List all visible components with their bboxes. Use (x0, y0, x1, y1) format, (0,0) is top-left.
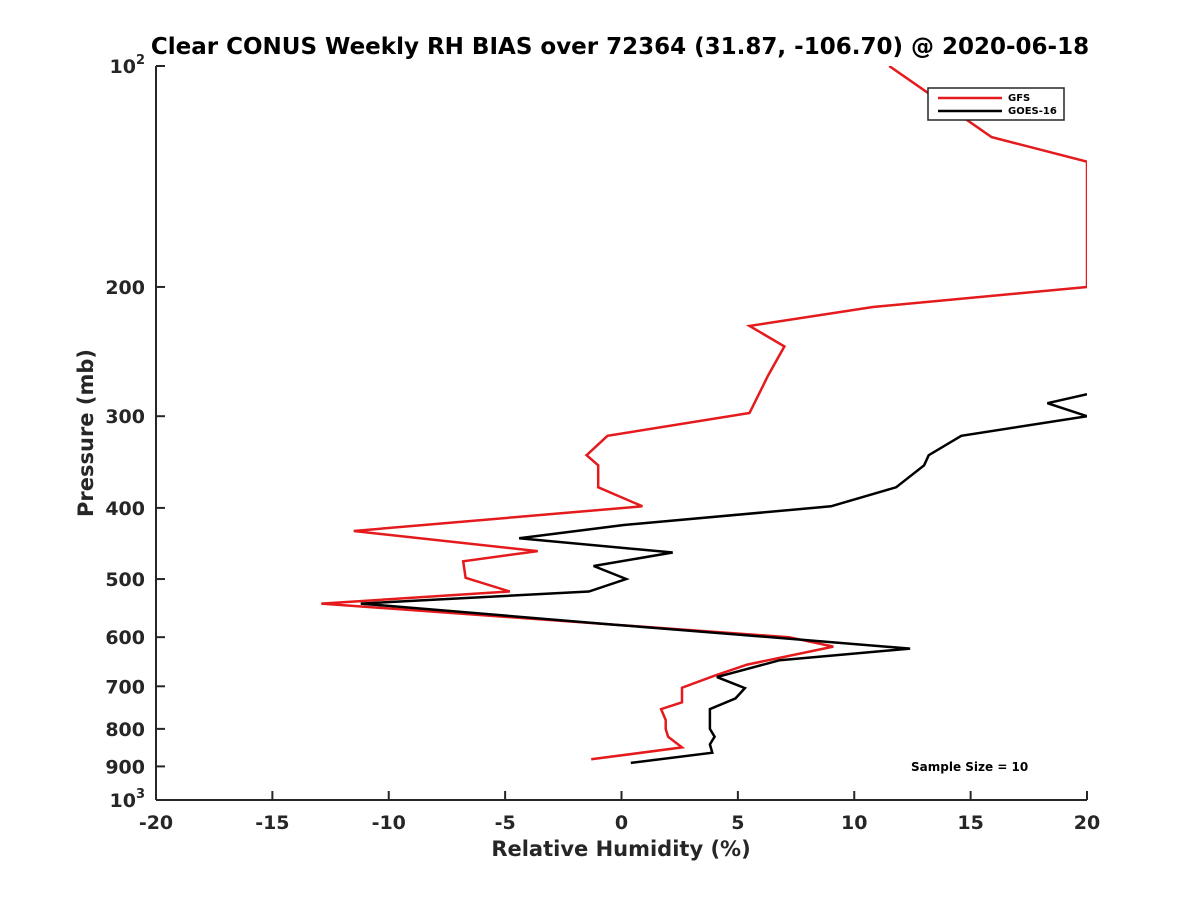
y-tick-label: 400 (105, 498, 145, 520)
x-tick-label: 20 (1074, 812, 1100, 834)
y-tick-label-base: 400 (105, 498, 145, 520)
y-tick-label: 300 (105, 406, 145, 428)
y-tick-label-base: 600 (105, 627, 145, 649)
y-tick-label: 800 (105, 719, 145, 741)
y-tick-label: 600 (105, 627, 145, 649)
y-tick-label-base: 200 (105, 277, 145, 299)
y-tick-label-base: 700 (105, 676, 145, 698)
x-tick-label: 5 (731, 812, 744, 834)
x-tick-label: 10 (841, 812, 867, 834)
y-tick-label-base: 800 (105, 719, 145, 741)
y-tick-label: 700 (105, 676, 145, 698)
x-tick-label: 15 (957, 812, 983, 834)
y-axis-label: Pressure (mb) (74, 349, 98, 517)
series-line-goes-16 (360, 392, 1087, 765)
sample-size-annotation: Sample Size = 10 (911, 760, 1028, 774)
x-tick-label: -20 (139, 812, 173, 834)
y-tick-label-base: 10 (110, 56, 136, 78)
series-line-gfs (321, 66, 1087, 761)
legend-box (927, 87, 1065, 121)
legend-label-goes16: GOES-16 (1008, 106, 1057, 117)
x-tick-label: -15 (255, 812, 289, 834)
chart-title: Clear CONUS Weekly RH BIAS over 72364 (3… (151, 34, 1089, 60)
x-tick-label: -5 (495, 812, 516, 834)
y-tick-label-base: 900 (105, 756, 145, 778)
y-tick-label: 103 (110, 787, 146, 812)
legend: GFS GOES-16 (927, 87, 1065, 121)
y-tick-label: 500 (105, 569, 145, 591)
y-tick-label-base: 10 (110, 790, 136, 812)
legend-label-gfs: GFS (1008, 93, 1030, 104)
series-layer (321, 66, 1087, 765)
x-tick-label: 0 (615, 812, 628, 834)
y-tick-label-exponent: 2 (136, 53, 145, 68)
x-tick-label: -10 (372, 812, 406, 834)
y-tick-label: 102 (110, 53, 146, 78)
y-tick-label-base: 500 (105, 569, 145, 591)
x-ticks-layer: -20 -15 -10 -5 0 5 10 15 20 (139, 791, 1100, 834)
y-tick-label-base: 300 (105, 406, 145, 428)
y-tick-label-exponent: 3 (136, 787, 145, 802)
x-axis-label: Relative Humidity (%) (491, 837, 750, 861)
y-tick-label: 900 (105, 756, 145, 778)
y-tick-label: 200 (105, 277, 145, 299)
